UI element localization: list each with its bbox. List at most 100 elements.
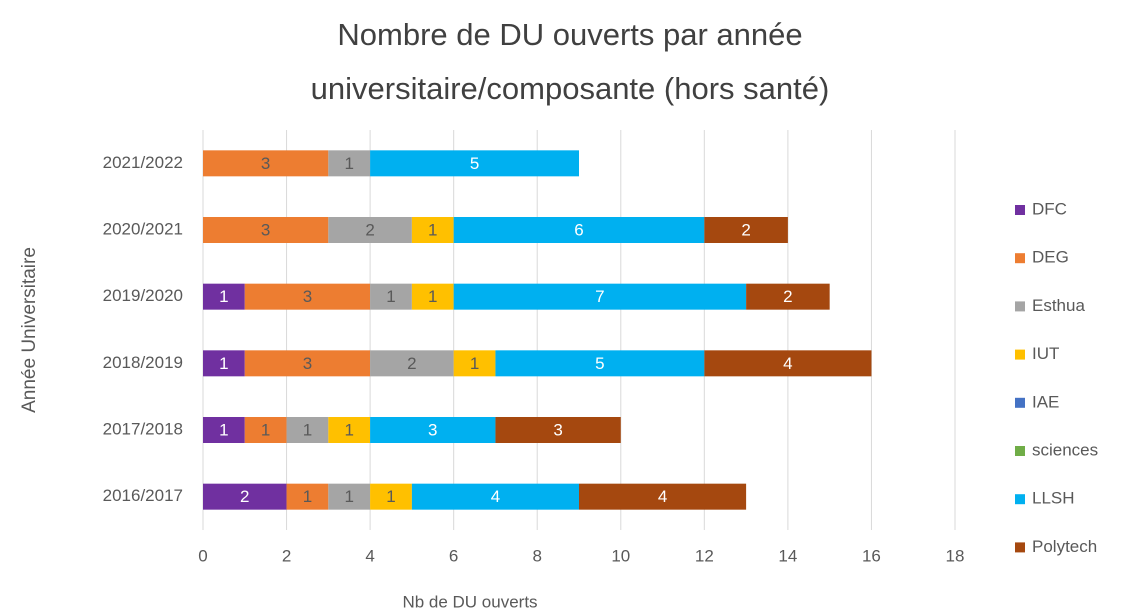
data-label: 5 <box>595 354 604 373</box>
bar-segment <box>579 483 747 510</box>
bar-segment <box>370 283 412 310</box>
legend-swatch <box>1015 253 1025 264</box>
legend-swatch <box>1015 349 1025 360</box>
legend-label: DEG <box>1032 248 1069 267</box>
x-tick-label: 6 <box>449 546 458 565</box>
bar-segment <box>203 350 245 377</box>
bar-segment <box>370 350 454 377</box>
legend-label: DFC <box>1032 199 1067 218</box>
data-label: 2 <box>407 354 416 373</box>
data-label: 1 <box>428 220 437 239</box>
data-label: 1 <box>219 420 228 439</box>
data-label: 2 <box>240 487 249 506</box>
bar-segment <box>203 217 329 243</box>
bar-segment <box>244 283 371 310</box>
legend-label: IAE <box>1032 392 1059 411</box>
legend-swatch <box>1015 542 1025 553</box>
data-label: 6 <box>574 220 583 239</box>
data-label: 1 <box>428 287 437 306</box>
y-tick-label: 2021/2022 <box>103 153 183 172</box>
legend-swatch <box>1015 397 1025 408</box>
bar-segment <box>244 350 371 377</box>
x-tick-label: 14 <box>778 546 797 565</box>
legend-label: Polytech <box>1032 537 1097 556</box>
x-tick-label: 18 <box>946 546 965 565</box>
legend-label: Esthua <box>1032 296 1085 315</box>
x-tick-label: 0 <box>198 546 207 565</box>
x-tick-label: 2 <box>282 546 291 565</box>
legend-swatch <box>1015 494 1025 505</box>
data-label: 1 <box>303 487 312 506</box>
bar-segment <box>453 350 496 377</box>
data-label: 3 <box>261 220 270 239</box>
x-tick-label: 8 <box>532 546 541 565</box>
data-label: 1 <box>219 354 228 373</box>
legend-label: IUT <box>1032 344 1059 363</box>
x-tick-label: 4 <box>365 546 374 565</box>
y-tick-label: 2020/2021 <box>103 219 183 238</box>
data-label: 1 <box>344 420 353 439</box>
bar-segment <box>370 417 496 443</box>
bar-segment <box>328 217 412 243</box>
data-label: 3 <box>553 420 562 439</box>
data-label: 3 <box>428 420 437 439</box>
bar-segment <box>328 417 371 443</box>
y-tick-label: 2016/2017 <box>103 486 183 505</box>
bar-segment <box>286 417 329 443</box>
bar-segment <box>495 417 621 443</box>
x-tick-label: 16 <box>862 546 881 565</box>
bar-segment <box>370 483 412 510</box>
data-label: 3 <box>303 287 312 306</box>
bar-segment <box>704 350 872 377</box>
data-label: 1 <box>344 487 353 506</box>
bar-segment <box>453 217 705 243</box>
data-label: 1 <box>303 420 312 439</box>
x-tick-label: 12 <box>695 546 714 565</box>
data-label: 1 <box>386 487 395 506</box>
data-label: 4 <box>783 354 792 373</box>
bar-segment <box>746 283 830 310</box>
bar-segment <box>704 217 788 243</box>
legend-swatch <box>1015 446 1025 456</box>
data-label: 7 <box>595 287 604 306</box>
bar-segment <box>453 283 747 310</box>
bar-segment <box>370 150 579 177</box>
data-label: 3 <box>303 354 312 373</box>
data-label: 2 <box>783 287 792 306</box>
data-label: 4 <box>658 487 667 506</box>
chart-title: Nombre de DU ouverts par année universit… <box>310 17 830 106</box>
data-label: 2 <box>741 220 750 239</box>
legend-label: LLSH <box>1032 489 1075 508</box>
data-label: 1 <box>261 420 270 439</box>
data-label: 1 <box>344 154 353 173</box>
data-label: 1 <box>219 287 228 306</box>
bar-segment <box>411 217 454 243</box>
data-label: 4 <box>491 487 500 506</box>
bar-segment <box>203 483 287 510</box>
data-label: 1 <box>386 287 395 306</box>
data-label: 2 <box>365 220 374 239</box>
y-tick-label: 2017/2018 <box>103 419 183 438</box>
legend-label: sciences <box>1032 440 1098 459</box>
x-axis-label: Nb de DU ouverts <box>402 592 537 611</box>
y-tick-label: 2019/2020 <box>103 286 183 305</box>
legend-swatch <box>1015 301 1025 312</box>
data-label: 3 <box>261 154 270 173</box>
legend-swatch <box>1015 205 1025 215</box>
x-tick-label: 10 <box>611 546 630 565</box>
bar-segment <box>328 483 371 510</box>
y-tick-label: 2018/2019 <box>103 353 183 372</box>
bar-segment <box>328 150 371 177</box>
bar-segment <box>411 283 454 310</box>
bar-segment <box>286 483 329 510</box>
bar-segment <box>244 417 287 443</box>
bar-segment <box>203 417 245 443</box>
bar-segment <box>203 283 245 310</box>
y-axis-label: Année Universitaire <box>19 247 40 413</box>
data-label: 5 <box>470 154 479 173</box>
data-label: 1 <box>470 354 479 373</box>
bar-segment <box>203 150 329 177</box>
bar-segment <box>495 350 705 377</box>
